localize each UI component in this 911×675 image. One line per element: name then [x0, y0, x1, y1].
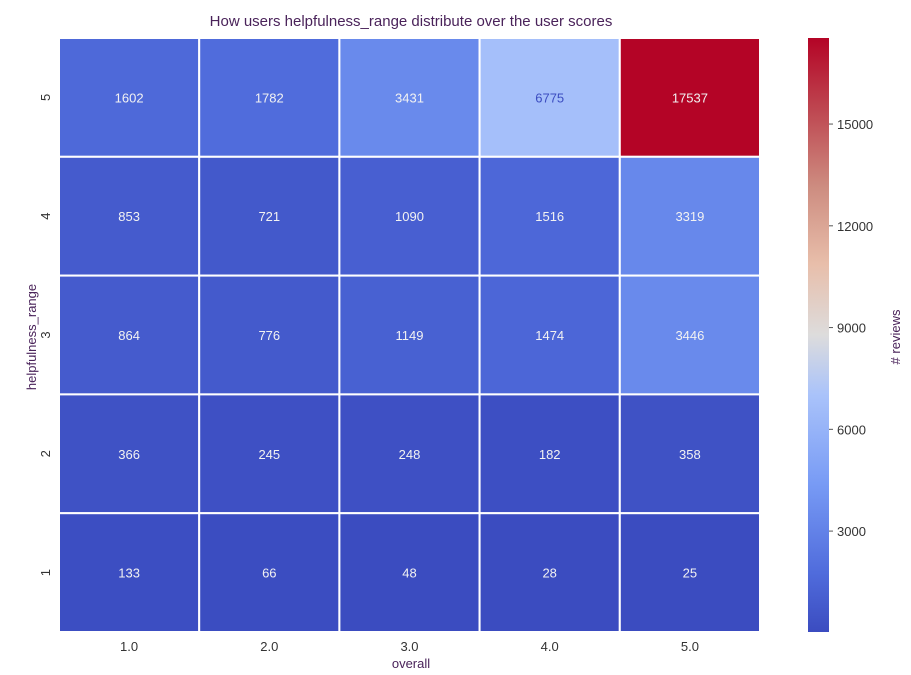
cell-value-label: 1602: [115, 90, 144, 105]
colorbar-tick-label: 15000: [837, 117, 873, 132]
colorbar-label: # reviews: [888, 309, 903, 364]
cell-value-label: 182: [539, 447, 561, 462]
cell-value-label: 721: [258, 209, 280, 224]
y-tick-label: 4: [38, 213, 53, 220]
cell-value-label: 1516: [535, 209, 564, 224]
chart-title: How users helpfulness_range distribute o…: [210, 13, 613, 30]
colorbar-tick-label: 12000: [837, 219, 873, 234]
x-tick-label: 3.0: [400, 639, 418, 654]
y-tick-label: 3: [38, 331, 53, 338]
cell-value-label: 1782: [255, 90, 284, 105]
cell-value-label: 25: [683, 566, 697, 581]
cell-value-label: 358: [679, 447, 701, 462]
x-axis-ticks: 1.0 2.0 3.0 4.0 5.0: [120, 639, 699, 654]
y-axis-ticks: 5 4 3 2 1: [38, 94, 53, 576]
cell-value-label: 1149: [396, 328, 424, 343]
cell-value-label: 48: [402, 566, 416, 581]
cell-value-label: 1090: [395, 209, 424, 224]
colorbar: [808, 38, 829, 632]
cell-value-label: 366: [118, 447, 140, 462]
cell-value-label: 1474: [535, 328, 564, 343]
cell-value-label: 28: [542, 566, 556, 581]
colorbar-tick-label: 9000: [837, 321, 866, 336]
colorbar-tick-label: 3000: [837, 524, 866, 539]
cell-value-label: 3446: [675, 328, 704, 343]
colorbar-ticks: 3000 6000 9000 12000 15000: [829, 117, 873, 539]
y-axis-label: helpfulness_range: [24, 284, 39, 390]
cell-value-label: 776: [258, 328, 280, 343]
y-tick-label: 2: [38, 450, 53, 457]
x-tick-label: 2.0: [260, 639, 278, 654]
y-tick-label: 5: [38, 94, 53, 101]
cell-value-label: 17537: [672, 90, 708, 105]
cell-value-label: 66: [262, 566, 276, 581]
x-tick-label: 4.0: [541, 639, 559, 654]
y-tick-label: 1: [38, 569, 53, 576]
cell-value-label: 133: [118, 566, 140, 581]
cell-value-label: 864: [118, 328, 140, 343]
cell-value-label: 853: [118, 209, 140, 224]
cell-value-label: 6775: [535, 90, 564, 105]
cell-value-label: 3431: [395, 90, 424, 105]
cell-value-label: 245: [258, 447, 280, 462]
heatmap-cells: 1602 1782 3431 6775 17537 853 721 1090 1516 3319 8…: [59, 38, 760, 632]
colorbar-tick-label: 6000: [837, 422, 866, 437]
cell-value-label: 248: [399, 447, 421, 462]
x-axis-label: overall: [392, 656, 430, 671]
cell-value-label: 3319: [675, 209, 704, 224]
x-tick-label: 5.0: [681, 639, 699, 654]
x-tick-label: 1.0: [120, 639, 138, 654]
